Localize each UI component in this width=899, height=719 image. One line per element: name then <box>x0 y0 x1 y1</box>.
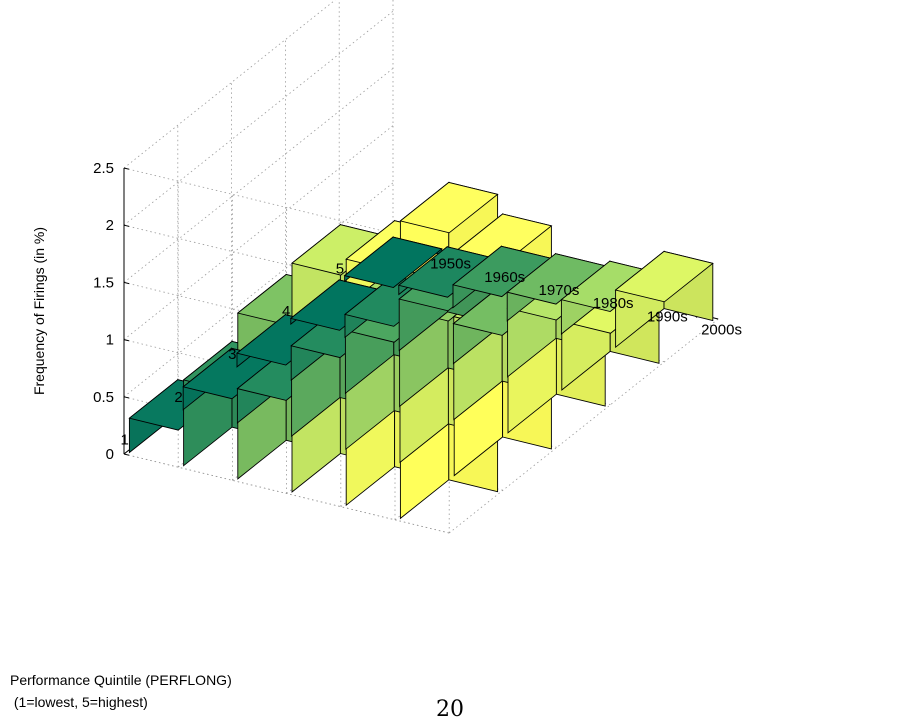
page-number: 20 <box>436 697 464 719</box>
gridline-back-horizontal <box>123 224 450 305</box>
decade-tick-label: 1970s <box>539 282 580 299</box>
bars <box>128 181 714 520</box>
decade-tick-label: 1960s <box>484 269 525 286</box>
quintile-tick-label: 5 <box>336 260 344 277</box>
quintile-axis-label-note: (1=lowest, 5=highest) <box>10 694 148 710</box>
z-tick-mark <box>123 281 130 285</box>
labels: 0 0.5 1 1.5 2 2.5 Frequency of Firings (in %) 1… <box>31 160 742 463</box>
gridline-floor <box>448 318 719 534</box>
bar-q5-1950s <box>343 236 443 288</box>
gridline-left-horizontal <box>123 68 394 283</box>
z-axis-label: Frequency of Firings (in %) <box>31 227 47 395</box>
gridline-floor <box>123 453 450 534</box>
z-tick-mark <box>123 339 130 342</box>
bar-q5-2000s <box>614 250 714 349</box>
decade-tick-label: 1980s <box>593 295 634 312</box>
bar-top-face <box>397 246 497 298</box>
z-tick-mark <box>123 167 130 170</box>
z-tick-label: 2 <box>106 217 114 234</box>
quintile-tick-label: 1 <box>121 432 129 449</box>
gridline-left-horizontal <box>123 0 336 169</box>
z-tick-label: 0 <box>106 446 114 463</box>
quintile-tick-label: 4 <box>282 303 290 320</box>
bar-top-face <box>399 181 499 234</box>
z-tick-label: 2.5 <box>93 160 114 177</box>
gridline-left-horizontal <box>123 125 394 340</box>
quintile-tick-label: 3 <box>228 346 236 363</box>
bar-top-face <box>291 224 391 276</box>
decade-tick-label: 1990s <box>647 308 688 325</box>
z-tick-label: 1 <box>106 332 114 349</box>
z-tick-label: 1.5 <box>93 274 114 291</box>
gridline-left-horizontal <box>123 182 394 398</box>
gridline-back-horizontal <box>123 167 450 248</box>
bar-top-face <box>451 245 552 298</box>
gridline-left-horizontal <box>123 10 394 226</box>
quintile-tick-label: 2 <box>174 389 182 406</box>
z-tick-mark <box>123 224 130 227</box>
bar-top-face <box>289 279 389 331</box>
quintile-axis-label: Performance Quintile (PERFLONG) <box>10 672 232 688</box>
bar-top-face <box>343 236 443 288</box>
decade-tick-label: 2000s <box>701 321 742 338</box>
decade-tick-label: 1950s <box>430 256 471 273</box>
z-tick-mark <box>123 453 130 456</box>
bar-top-face <box>614 250 714 303</box>
z-tick-mark <box>123 396 130 399</box>
z-tick-label: 0.5 <box>93 389 114 406</box>
bar-q3-1950s <box>235 313 336 368</box>
bar-top-face <box>506 253 606 305</box>
